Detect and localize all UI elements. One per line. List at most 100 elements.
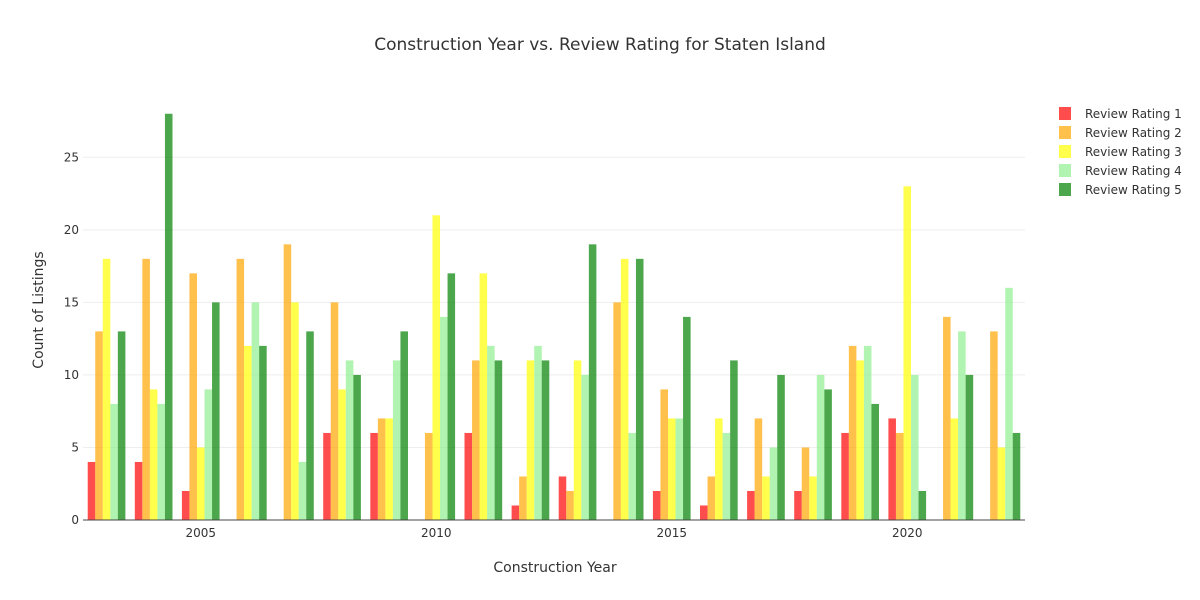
bar[interactable] <box>494 360 503 520</box>
bar[interactable] <box>824 389 832 520</box>
bar[interactable] <box>392 360 401 520</box>
bar[interactable] <box>164 113 173 520</box>
bar[interactable] <box>700 505 708 520</box>
bar[interactable] <box>432 215 441 520</box>
bar[interactable] <box>911 374 919 520</box>
bar[interactable] <box>667 418 676 520</box>
bar[interactable] <box>259 345 267 520</box>
bar[interactable] <box>613 302 621 520</box>
bar[interactable] <box>950 418 959 520</box>
bar[interactable] <box>472 360 480 520</box>
bar[interactable] <box>189 273 197 520</box>
bar[interactable] <box>142 258 150 520</box>
bar[interactable] <box>588 244 597 520</box>
bar[interactable] <box>801 447 810 520</box>
bar[interactable] <box>841 432 849 520</box>
bar[interactable] <box>157 403 165 520</box>
legend[interactable]: Review Rating 1 Review Rating 2 Review Rat… <box>1059 107 1182 197</box>
legend-item[interactable]: Review Rating 5 <box>1059 183 1182 197</box>
bar[interactable] <box>204 389 213 520</box>
bar[interactable] <box>511 505 520 520</box>
bar[interactable] <box>747 490 755 520</box>
bar[interactable] <box>487 345 495 520</box>
bar[interactable] <box>338 389 346 520</box>
bar[interactable] <box>683 316 691 520</box>
bar[interactable] <box>675 418 684 520</box>
bar[interactable] <box>965 374 974 520</box>
bar[interactable] <box>87 461 96 520</box>
bar[interactable] <box>871 403 879 520</box>
bar[interactable] <box>856 360 864 520</box>
bar[interactable] <box>863 345 872 520</box>
bar[interactable] <box>958 331 966 520</box>
legend-item[interactable]: Review Rating 2 <box>1059 126 1182 140</box>
bar[interactable] <box>722 432 731 520</box>
bar[interactable] <box>181 490 190 520</box>
bar[interactable] <box>440 316 448 520</box>
bar[interactable] <box>447 273 456 520</box>
bar[interactable] <box>848 345 857 520</box>
bar[interactable] <box>377 418 386 520</box>
bar[interactable] <box>730 360 738 520</box>
bar[interactable] <box>251 302 260 520</box>
bar[interactable] <box>526 360 535 520</box>
bar[interactable] <box>291 302 299 520</box>
bar[interactable] <box>715 418 723 520</box>
bar[interactable] <box>769 447 778 520</box>
bar[interactable] <box>149 389 158 520</box>
bar[interactable] <box>424 432 433 520</box>
bar[interactable] <box>777 374 785 520</box>
bar[interactable] <box>244 345 252 520</box>
bar[interactable] <box>541 360 550 520</box>
bar[interactable] <box>652 490 661 520</box>
bar[interactable] <box>330 302 339 520</box>
bar[interactable] <box>903 186 912 520</box>
bar[interactable] <box>196 447 205 520</box>
bar[interactable] <box>581 374 589 520</box>
bar[interactable] <box>298 461 307 520</box>
bar[interactable] <box>635 258 644 520</box>
bar[interactable] <box>345 360 354 520</box>
bar[interactable] <box>573 360 582 520</box>
bar[interactable] <box>110 403 118 520</box>
bar[interactable] <box>809 476 817 520</box>
bar[interactable] <box>212 302 220 520</box>
bar[interactable] <box>353 374 361 520</box>
bar[interactable] <box>306 331 314 520</box>
legend-item[interactable]: Review Rating 4 <box>1059 164 1182 178</box>
bar[interactable] <box>620 258 629 520</box>
bar[interactable] <box>1005 287 1013 520</box>
bar[interactable] <box>816 374 825 520</box>
bar[interactable] <box>628 432 636 520</box>
bar[interactable] <box>117 331 126 520</box>
bar[interactable] <box>918 490 927 520</box>
bar[interactable] <box>323 432 331 520</box>
bar[interactable] <box>558 476 567 520</box>
bar[interactable] <box>754 418 763 520</box>
bar[interactable] <box>479 273 488 520</box>
bar[interactable] <box>660 389 668 520</box>
bar[interactable] <box>943 316 951 520</box>
bar[interactable] <box>95 331 103 520</box>
bar[interactable] <box>794 490 802 520</box>
bar[interactable] <box>519 476 527 520</box>
bar[interactable] <box>464 432 473 520</box>
legend-item[interactable]: Review Rating 3 <box>1059 145 1182 159</box>
bar[interactable] <box>134 461 143 520</box>
bar[interactable] <box>707 476 716 520</box>
bar[interactable] <box>236 258 245 520</box>
bar[interactable] <box>566 490 574 520</box>
bar[interactable] <box>102 258 111 520</box>
bar[interactable] <box>400 331 408 520</box>
bar[interactable] <box>1012 432 1021 520</box>
bar[interactable] <box>990 331 998 520</box>
bar[interactable] <box>895 432 904 520</box>
bar[interactable] <box>283 244 292 520</box>
bar[interactable] <box>385 418 393 520</box>
bar[interactable] <box>762 476 770 520</box>
bar[interactable] <box>997 447 1006 520</box>
bar[interactable] <box>888 418 896 520</box>
bar[interactable] <box>370 432 378 520</box>
legend-item[interactable]: Review Rating 1 <box>1059 107 1182 121</box>
bar[interactable] <box>534 345 542 520</box>
